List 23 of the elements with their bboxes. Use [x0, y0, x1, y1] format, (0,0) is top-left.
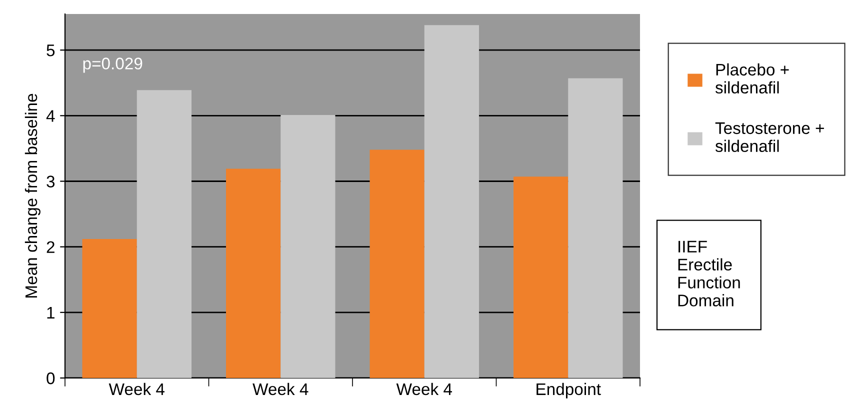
y-tick-label: 2: [46, 241, 54, 253]
x-tick-label: Week 4: [108, 382, 164, 396]
x-tick-label: Endpoint: [536, 382, 601, 398]
legend-label: Placebo + sildenafil: [715, 63, 789, 94]
bar: [136, 90, 192, 378]
bar: [226, 168, 281, 378]
y-tick-label: 1: [47, 306, 54, 318]
y-axis-title: Mean change from baseline: [24, 94, 40, 298]
text: IIEF Erectile Function Domain: [678, 240, 740, 306]
y-tick-label: 4: [46, 110, 55, 122]
annotation: p=0.029: [83, 58, 142, 73]
bar: [280, 115, 336, 378]
legend-label: Testosterone + sildenafil: [715, 122, 824, 152]
bar: [514, 176, 568, 378]
y-tick-label: 3: [46, 176, 55, 188]
x-tick-label: Week 4: [252, 382, 308, 396]
y-tick-label: 5: [46, 44, 55, 56]
bar: [82, 238, 137, 378]
x-tick-label: Week 4: [396, 382, 452, 396]
bar: [424, 25, 479, 378]
bar: [568, 78, 623, 378]
y-tick-label: 0: [46, 372, 55, 384]
bar: [370, 150, 424, 378]
